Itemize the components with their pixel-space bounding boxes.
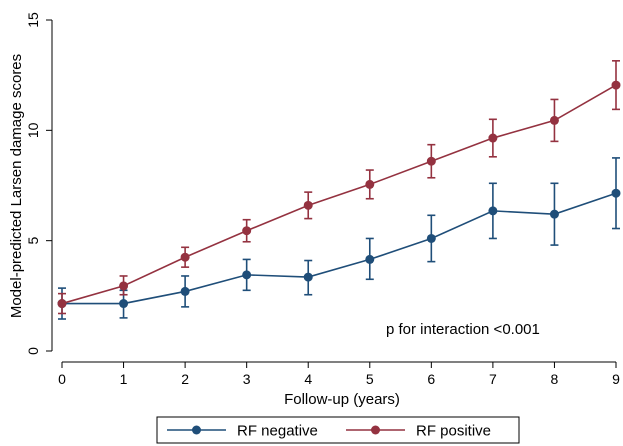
data-point	[304, 273, 313, 282]
x-tick-label: 2	[181, 371, 189, 387]
data-point	[365, 255, 374, 264]
data-point	[181, 287, 190, 296]
x-tick-label: 9	[612, 371, 620, 387]
data-point	[365, 180, 374, 189]
x-tick-label: 7	[489, 371, 497, 387]
series-layer	[58, 61, 621, 319]
data-point	[58, 299, 67, 308]
data-point	[488, 134, 497, 143]
data-point	[119, 281, 128, 290]
x-tick-label: 4	[304, 371, 312, 387]
legend-label: RF negative	[237, 423, 318, 440]
data-point	[242, 226, 251, 235]
annotation-text: p for interaction <0.001	[386, 321, 540, 338]
legend-marker	[371, 426, 380, 435]
y-tick-label: 15	[25, 12, 41, 28]
x-axis-title: Follow-up (years)	[284, 391, 400, 408]
data-point	[181, 253, 190, 262]
x-tick-label: 3	[243, 371, 251, 387]
y-tick-label: 5	[25, 237, 41, 245]
legend: RF negative RF positive	[157, 417, 519, 443]
data-point	[550, 116, 559, 125]
series-line	[62, 85, 616, 303]
data-point	[119, 299, 128, 308]
series-rf-negative	[58, 158, 621, 319]
x-tick-label: 0	[58, 371, 66, 387]
x-tick-label: 5	[366, 371, 374, 387]
data-point	[488, 206, 497, 215]
x-tick-label: 6	[427, 371, 435, 387]
y-tick-label: 10	[25, 122, 41, 138]
series-rf-positive	[58, 61, 621, 314]
x-tick-label: 1	[120, 371, 128, 387]
data-point	[612, 189, 621, 198]
data-point	[612, 81, 621, 90]
legend-marker	[192, 426, 201, 435]
data-point	[427, 234, 436, 243]
x-tick-label: 8	[551, 371, 559, 387]
y-tick-label: 0	[25, 347, 41, 355]
data-point	[304, 201, 313, 210]
data-point	[427, 157, 436, 166]
data-point	[242, 270, 251, 279]
data-point	[550, 210, 559, 219]
series-line	[62, 193, 616, 303]
legend-label: RF positive	[416, 423, 491, 440]
y-axis-title: Model-predicted Larsen damage scores	[8, 54, 25, 318]
